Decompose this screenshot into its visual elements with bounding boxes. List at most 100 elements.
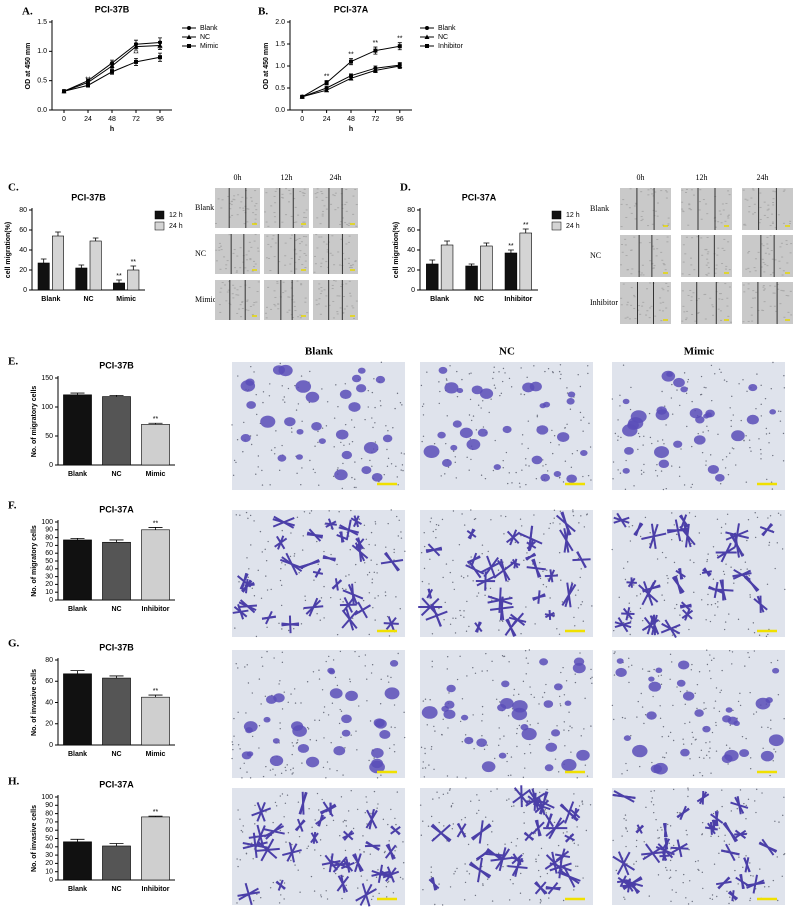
texture [239,247,242,249]
texture [329,252,332,254]
pore [371,663,374,666]
bar [52,235,64,291]
x-tick-label: 0 [300,116,304,123]
pore [237,375,239,377]
pore [291,753,293,756]
pore [347,810,350,812]
pore [721,669,723,672]
cell [675,569,686,578]
pore [629,408,632,411]
pore [611,398,614,400]
pore [537,854,540,856]
texture [237,294,240,296]
pore [551,429,553,432]
texture [747,283,750,285]
pore [237,865,239,868]
pore [716,518,719,520]
texture [331,284,334,286]
bar [75,267,88,291]
pore [698,671,701,673]
pore [582,877,584,879]
pore [682,881,684,884]
x-tick-label: Blank [430,296,449,303]
texture [353,317,356,319]
pore [706,425,708,427]
pore [306,726,309,729]
pore [295,409,298,411]
pore [504,843,506,845]
texture [227,196,230,198]
pore [673,561,676,564]
pore [281,529,283,532]
texture [314,255,317,257]
pore [626,769,628,772]
pore [752,875,754,877]
pore [281,385,283,387]
pore [363,851,365,853]
texture [759,206,762,208]
pore [715,721,717,724]
pore [397,652,399,655]
pore [588,422,590,425]
pore [708,751,710,753]
texture [245,254,248,256]
chart-title: PCI-37B [99,642,134,652]
texture [715,268,718,270]
texture [752,297,755,299]
x-tick-label: 24 [84,116,92,123]
texture [687,294,690,296]
pore [703,757,705,759]
pore [678,812,681,814]
pore [373,378,375,380]
cell [383,622,399,625]
pore [701,599,703,601]
texture [249,258,252,260]
pore [393,548,395,551]
pore [765,635,768,638]
pore [747,628,750,630]
pore [443,825,445,827]
pore [698,869,700,872]
pore [252,900,255,902]
cell [444,382,459,394]
cell [560,803,578,822]
texture [347,257,350,259]
texture [725,265,728,267]
pore [580,419,582,421]
pore [679,404,681,407]
texture [659,302,662,304]
pore [441,734,443,736]
pore [663,443,665,445]
y-tick-label: 0 [49,877,53,884]
pore [247,576,249,579]
cell [548,609,552,621]
texture [301,264,304,266]
texture [321,213,324,215]
pore [759,448,762,451]
cell [653,762,668,775]
cell [671,576,685,593]
pore [652,804,655,806]
pore [367,389,370,392]
pore [541,696,544,698]
cell [537,590,541,604]
bar [63,394,92,466]
pore [525,606,527,608]
pore [741,735,744,738]
pore [501,380,504,383]
texture [304,297,307,299]
texture [221,199,224,201]
pore [466,456,468,459]
y-tick-label: 20 [45,581,53,588]
pore [671,889,673,891]
pore [753,632,756,634]
texture [225,300,228,302]
pore [463,610,465,612]
texture [640,216,643,218]
pore [246,557,248,559]
bar [89,240,102,291]
texture [246,208,249,210]
pore [549,522,552,525]
pore [732,709,734,712]
pore [490,519,492,521]
